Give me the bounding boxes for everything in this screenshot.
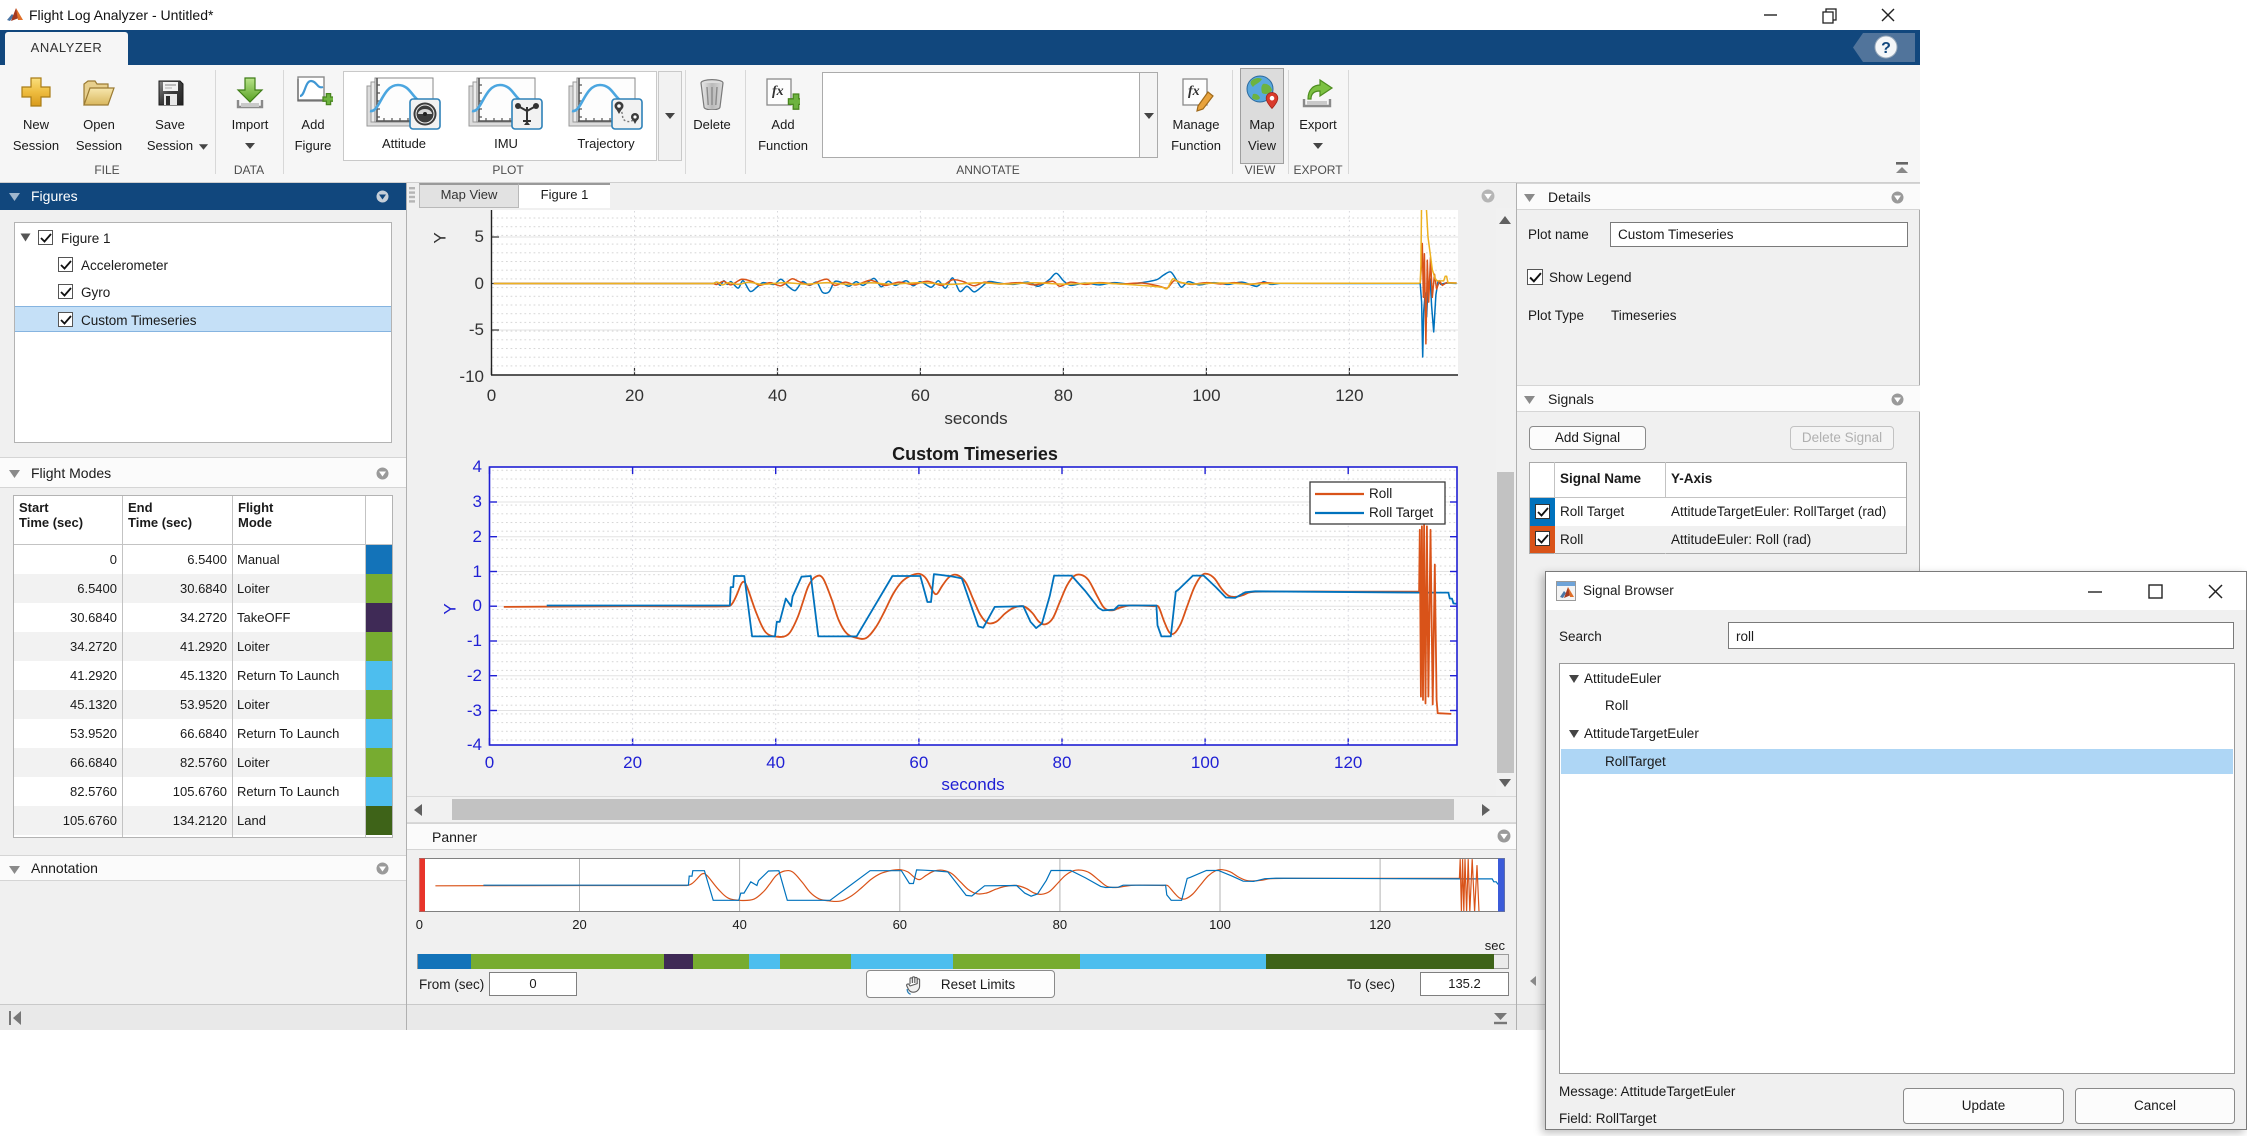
- svg-text:fx: fx: [772, 84, 784, 99]
- svg-text:fx: fx: [1188, 84, 1200, 99]
- svg-text:?: ?: [1881, 40, 1891, 57]
